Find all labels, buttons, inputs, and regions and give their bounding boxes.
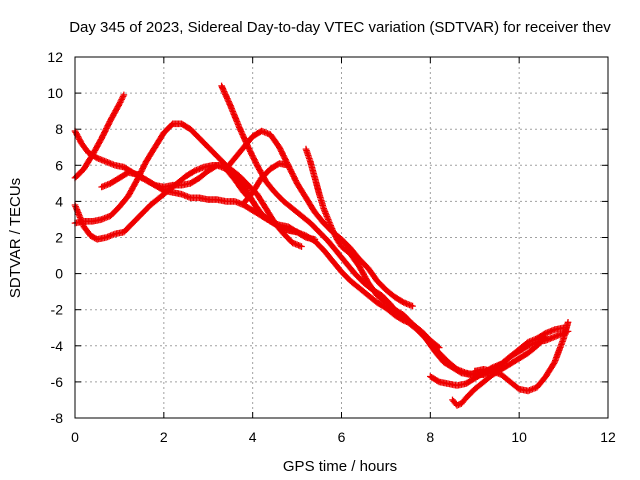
data-point <box>298 243 305 250</box>
data-point <box>118 96 125 103</box>
data-point <box>119 94 126 102</box>
chart-title: Day 345 of 2023, Sidereal Day-to-day VTE… <box>69 19 611 36</box>
data-point <box>331 231 339 239</box>
x-tick-label: 6 <box>338 429 346 445</box>
y-tick-label: -8 <box>51 410 64 426</box>
y-tick-label: 4 <box>55 193 63 209</box>
series-sat-l <box>471 319 572 395</box>
plot-frame <box>74 56 609 419</box>
data-point <box>332 233 339 240</box>
data-point <box>241 135 248 142</box>
series-sat-c <box>71 162 305 250</box>
x-tick-label: 8 <box>426 429 434 445</box>
y-tick-label: 12 <box>47 49 63 65</box>
data-point <box>116 100 123 108</box>
x-tick-label: 2 <box>160 429 168 445</box>
data-point <box>119 93 127 100</box>
data-point <box>284 162 292 169</box>
data-point <box>226 101 234 108</box>
y-tick-label: -4 <box>51 338 64 354</box>
y-tick-label: 6 <box>55 157 63 173</box>
data-point <box>330 228 337 236</box>
y-axis-title: SDTVAR / TECUs <box>7 178 24 298</box>
x-tick-label: 0 <box>71 429 79 445</box>
y-tick-label: 10 <box>47 85 63 101</box>
axis-tick-labels: 0 2 4 6 8 10 12 -8 -6 -4 -2 0 2 4 6 8 10 12 <box>47 49 616 445</box>
x-tick-label: 12 <box>600 429 616 445</box>
data-point <box>541 334 548 342</box>
x-tick-label: 4 <box>249 429 257 445</box>
y-tick-label: -6 <box>51 374 64 390</box>
data-point <box>330 230 338 237</box>
data-point <box>564 319 572 326</box>
y-tick-label: 2 <box>55 230 63 246</box>
data-point <box>322 210 329 217</box>
series-sat-j <box>427 324 567 389</box>
data-point <box>542 333 550 341</box>
data-point <box>120 91 128 99</box>
data-point <box>116 99 124 106</box>
x-tick-label: 10 <box>511 429 527 445</box>
data-point <box>409 302 416 310</box>
x-axis-title: GPS time / hours <box>283 458 397 475</box>
data-point <box>329 227 336 234</box>
data-point <box>219 85 227 92</box>
data-point <box>328 223 335 231</box>
data-point <box>117 97 125 105</box>
series-sat-k <box>449 333 550 409</box>
series-sat-h <box>240 160 292 207</box>
y-tick-label: -2 <box>51 302 64 318</box>
series-sat-a <box>71 91 128 182</box>
data-markers <box>71 82 572 409</box>
series-sat-f <box>218 82 501 378</box>
data-point <box>324 214 331 222</box>
data-point <box>237 128 245 135</box>
data-point <box>72 203 79 210</box>
data-point <box>115 102 122 109</box>
y-tick-label: 8 <box>55 121 63 137</box>
y-tick-label: 0 <box>55 266 63 282</box>
